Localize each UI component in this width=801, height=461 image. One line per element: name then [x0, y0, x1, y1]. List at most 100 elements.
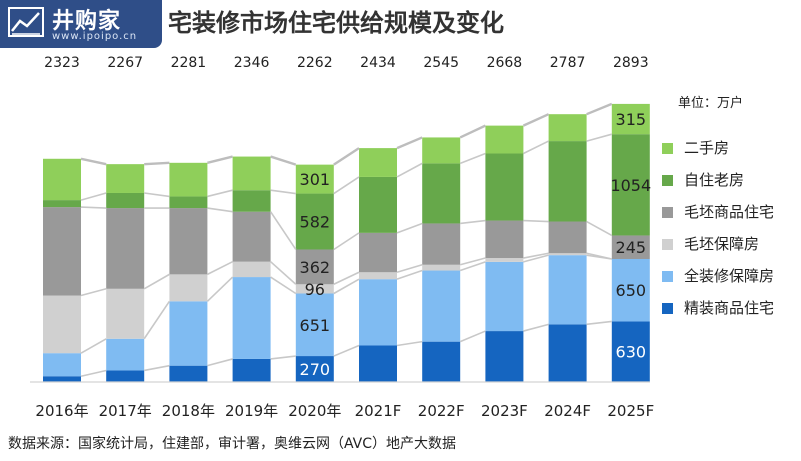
connector-line — [269, 211, 297, 250]
connector-line — [80, 206, 107, 209]
bar-0-series-2 — [43, 295, 81, 354]
connector-line — [586, 220, 613, 237]
connector-line — [270, 276, 297, 295]
connector-line — [396, 222, 423, 234]
connector-line — [270, 189, 296, 195]
connector-line — [396, 340, 423, 347]
x-tick-label: 2024F — [544, 402, 591, 420]
data-label: 362 — [300, 258, 331, 277]
bar-2-series-4 — [169, 196, 208, 209]
connector-line — [586, 133, 613, 142]
bar-2-series-1 — [169, 301, 208, 366]
bar-4-series-1 — [295, 293, 334, 357]
connector-line — [459, 257, 486, 266]
total-label: 2281 — [171, 55, 207, 71]
connector-line — [460, 219, 486, 225]
total-label: 2893 — [613, 55, 649, 71]
bar-3-series-2 — [232, 261, 271, 278]
connector-line — [207, 358, 233, 367]
bar-8-series-0 — [548, 324, 587, 382]
connector-line — [333, 176, 360, 195]
x-tick-label: 2021F — [355, 402, 402, 420]
connector-line — [80, 192, 107, 201]
building-logo-icon — [8, 7, 44, 37]
legend-item: 毛坯保障房 — [662, 232, 801, 264]
total-connector-line — [459, 124, 486, 139]
total-connector-line — [333, 147, 360, 166]
bar-5-series-4 — [359, 176, 397, 233]
total-connector-line — [207, 155, 233, 164]
total-label: 2262 — [297, 55, 333, 71]
bar-7-series-0 — [485, 331, 524, 382]
total-label: 2267 — [107, 55, 143, 71]
legend-label: 全装修保障房 — [684, 267, 775, 285]
connector-line — [396, 263, 423, 274]
connector-line — [333, 271, 360, 285]
connector-line — [80, 369, 107, 378]
connector-line — [333, 344, 360, 357]
connector-line — [523, 323, 549, 332]
connector-line — [333, 278, 360, 295]
bar-7-series-2 — [485, 258, 524, 262]
connector-line — [207, 207, 233, 213]
bar-5-series-0 — [359, 345, 397, 382]
bar-1-series-0 — [106, 370, 145, 382]
bar-8-series-5 — [548, 114, 587, 142]
connector-line — [523, 254, 549, 263]
total-connector-line — [270, 155, 297, 166]
connector-line — [523, 219, 549, 223]
connector-line — [333, 232, 360, 251]
bar-5-series-5 — [359, 148, 397, 177]
bar-9-series-5 — [611, 103, 650, 135]
bar-1-series-3 — [106, 208, 145, 289]
bar-0-series-5 — [43, 158, 81, 201]
total-label: 2323 — [44, 55, 80, 71]
bar-4-series-5 — [295, 164, 334, 194]
legend-item: 自住老房 — [662, 168, 801, 200]
data-label: 630 — [616, 343, 647, 362]
bar-8-series-3 — [548, 221, 587, 254]
data-label: 651 — [300, 316, 331, 335]
bar-7-series-3 — [485, 220, 524, 259]
connector-line — [396, 162, 423, 178]
bar-7-series-5 — [485, 125, 524, 154]
data-label: 1054 — [610, 176, 651, 195]
total-connector-line — [522, 113, 550, 127]
legend-item: 二手房 — [662, 136, 801, 168]
legend-swatch — [662, 175, 673, 186]
total-label: 2434 — [360, 55, 396, 71]
x-tick-label: 2016年 — [35, 402, 88, 420]
bar-2-series-2 — [169, 274, 208, 302]
connector-line — [143, 273, 170, 290]
x-tick-label: 2019年 — [225, 402, 278, 420]
bar-7-series-1 — [485, 261, 524, 332]
logo-text: 井购家 — [52, 9, 122, 34]
total-connector-line — [80, 157, 107, 166]
x-tick-label: 2025F — [607, 402, 654, 420]
bar-4-series-4 — [295, 193, 334, 250]
x-tick-label: 2018年 — [162, 402, 215, 420]
connector-line — [523, 140, 549, 155]
bar-6-series-5 — [422, 137, 461, 164]
bar-6-series-4 — [422, 163, 461, 224]
connector-line — [80, 338, 107, 354]
connector-line — [207, 260, 233, 276]
connector-line — [459, 152, 486, 165]
bar-6-series-2 — [422, 264, 461, 271]
bar-1-series-1 — [106, 338, 145, 371]
connector-line — [459, 261, 486, 272]
total-label: 2668 — [487, 55, 523, 71]
bar-8-series-1 — [548, 255, 587, 325]
connector-line — [586, 320, 612, 326]
bar-1-series-2 — [106, 288, 145, 339]
bar-6-series-3 — [422, 223, 461, 265]
x-tick-label: 2023F — [481, 402, 528, 420]
legend-label: 自住老房 — [684, 171, 745, 189]
legend-swatch — [662, 271, 673, 282]
bar-7-series-4 — [485, 153, 524, 221]
bar-3-series-0 — [232, 358, 271, 382]
connector-line — [144, 192, 170, 198]
bar-8-series-4 — [548, 141, 587, 222]
bar-2-series-5 — [169, 162, 208, 197]
